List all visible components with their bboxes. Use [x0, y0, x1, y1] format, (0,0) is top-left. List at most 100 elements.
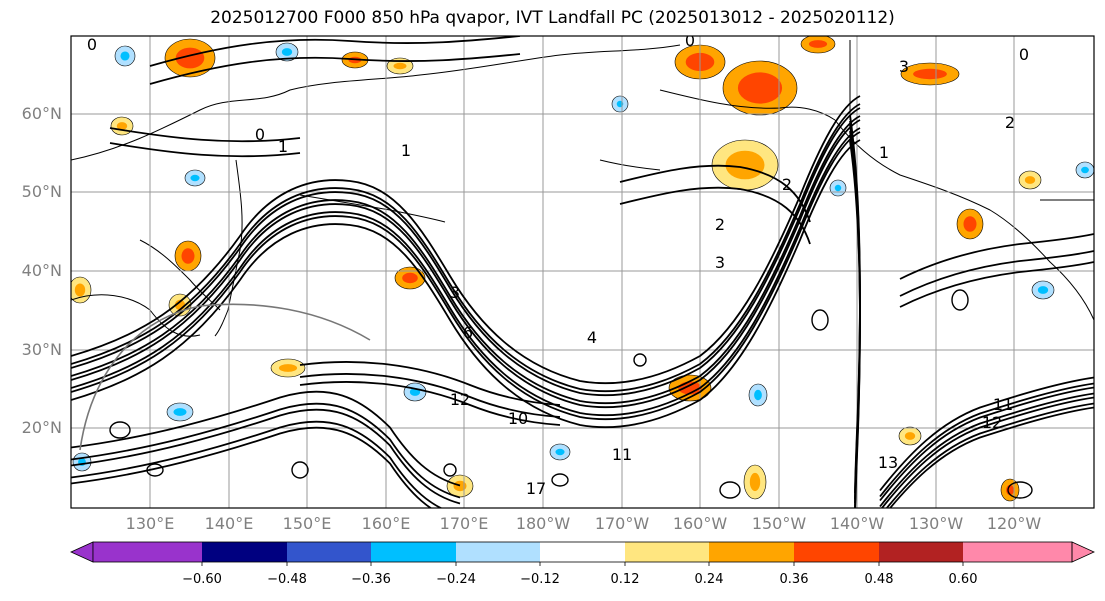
contour-label: 0 [87, 35, 97, 54]
lon-label: 140°W [829, 514, 885, 533]
anomaly-core [1037, 286, 1049, 294]
contour-label: 13 [878, 453, 898, 472]
anomaly-core [834, 184, 842, 192]
lon-label: 160°E [361, 514, 411, 533]
lat-label: 40°N [21, 261, 62, 280]
closed-contour [811, 309, 829, 331]
ivt-south-contour [71, 408, 461, 505]
closed-contour [291, 461, 309, 479]
contour-label: 17 [526, 479, 546, 498]
colorbar-tick-label: 0.60 [948, 572, 978, 587]
ivt-central-contour [299, 381, 561, 426]
coastline [71, 44, 681, 161]
ivt-north-contour [149, 53, 521, 85]
colorbar-frame [92, 541, 1073, 563]
colorbar-segment [287, 542, 371, 562]
lon-label: 160°W [672, 514, 728, 533]
map-frame [70, 35, 1095, 509]
anomaly-core [453, 480, 467, 492]
anomaly-core [555, 448, 565, 456]
lat-label: 50°N [21, 182, 62, 201]
contour-label: 2 [715, 215, 725, 234]
contour-label: 3 [899, 57, 909, 76]
ivt-jet-contour [71, 119, 861, 409]
ivt-south-contour [71, 390, 461, 487]
lon-label: 180°W [515, 514, 571, 533]
anomaly-core [913, 68, 947, 80]
lat-label: 20°N [21, 418, 62, 437]
colorbar-tick-label: −0.48 [267, 572, 307, 587]
coastline [659, 89, 836, 121]
anomaly-core [281, 48, 293, 56]
lon-label: 150°E [282, 514, 332, 533]
ivt-ne-contour [899, 233, 1094, 280]
ivt-east-contour [888, 406, 1094, 508]
closed-contour [719, 481, 741, 499]
contour-label: 11 [993, 395, 1013, 414]
contour-label: 1 [278, 137, 288, 156]
ivt-jet-contour [71, 139, 861, 429]
coastline [834, 119, 1094, 321]
ivt-south-contour [71, 420, 443, 508]
closed-contour [109, 421, 131, 439]
ivt-east-contour [879, 376, 1094, 492]
ivt-nw-contour [109, 127, 301, 143]
anomaly-core [725, 150, 765, 180]
anomaly-core [808, 40, 828, 48]
ivt-ne-contour [899, 250, 1094, 297]
ivt-east-contour [879, 392, 1094, 508]
lon-label: 120°W [986, 514, 1042, 533]
contour-label: 2 [1005, 113, 1015, 132]
coastline [139, 239, 221, 311]
ivt-east-contour [880, 396, 1094, 508]
ivt-east-contour [879, 382, 1094, 498]
ivt-north-contour [149, 36, 521, 67]
colorbar-tick-label: −0.60 [182, 572, 222, 587]
ivt-jet-contour [71, 95, 861, 385]
anomaly-core [754, 389, 762, 401]
ivt-jet-contour [71, 127, 861, 417]
anomaly-core [393, 62, 407, 70]
closed-contour [951, 289, 969, 311]
colorbar-segment [879, 542, 963, 562]
closed-contour [1007, 481, 1033, 499]
contour-label: 12 [982, 413, 1002, 432]
colorbar-segment [93, 542, 202, 562]
closed-contour [551, 473, 569, 487]
anomaly-core [1024, 176, 1036, 184]
ivt-south-contour [71, 402, 461, 499]
colorbar-segment [963, 542, 1072, 562]
colorbar-extend-max [1071, 541, 1095, 563]
ivt-east-contour [885, 402, 1094, 508]
anomaly-core [175, 47, 205, 69]
contour-label: 1 [401, 141, 411, 160]
ivt-mid-contour [619, 164, 811, 223]
colorbar-segment [540, 542, 625, 562]
anomaly-core [1081, 166, 1089, 174]
map-background [71, 36, 1094, 508]
coastline [214, 159, 243, 337]
anomaly-core [278, 364, 298, 372]
ivt-vertical-contour [849, 140, 861, 508]
contour-label: 12 [450, 390, 470, 409]
anomaly-core [173, 408, 187, 416]
closed-contour [146, 463, 164, 477]
colorbar-tick-label: 0.12 [610, 572, 640, 587]
anomaly-core [749, 472, 761, 492]
ivt-central-contour [299, 373, 561, 418]
contour-label: 3 [450, 283, 460, 302]
colorbar-tick-label: −0.36 [351, 572, 391, 587]
coastline [599, 159, 661, 171]
lat-label: 30°N [21, 340, 62, 359]
colorbar-tick-label: −0.24 [436, 572, 476, 587]
anomaly-core [737, 72, 783, 104]
anomaly-core [120, 51, 130, 61]
anomaly-core [402, 272, 418, 284]
lon-label: 170°E [439, 514, 489, 533]
colorbar-segment [371, 542, 456, 562]
closed-contour [443, 463, 457, 477]
colorbar-segment [202, 542, 287, 562]
ivt-jet-contour [71, 131, 861, 421]
ivt-east-contour [879, 386, 1094, 502]
